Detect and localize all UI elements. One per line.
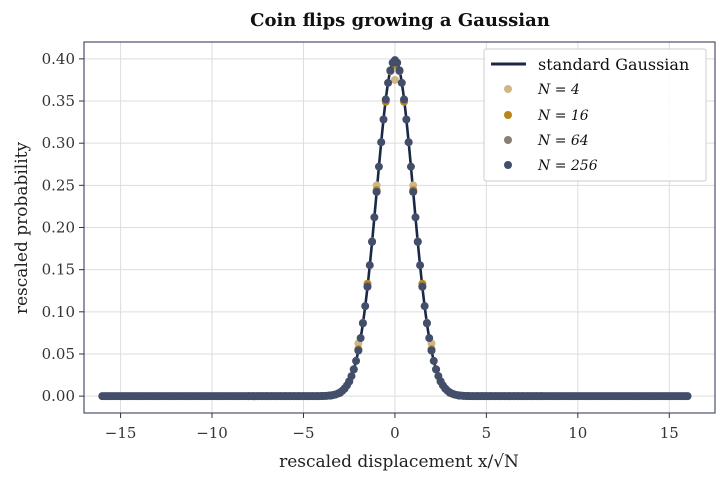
series-n256 [98, 56, 692, 401]
legend-box [483, 48, 707, 182]
y-tick-label: 0.20 [42, 219, 75, 237]
point-n256 [395, 66, 404, 75]
y-tick-label: 0.35 [42, 92, 75, 110]
legend-swatch-n256 [504, 161, 512, 169]
data-points-layer [98, 56, 692, 401]
point-n256 [356, 334, 365, 343]
legend-label-n256: N = 256 [537, 158, 598, 174]
point-n256 [432, 365, 441, 374]
x-tick-label: 5 [482, 424, 492, 442]
legend-label-standard-gaussian: standard Gaussian [538, 55, 689, 74]
point-n256 [384, 78, 393, 87]
point-n256 [365, 261, 374, 270]
legend-label-n64: N = 64 [537, 133, 589, 149]
point-n256 [349, 365, 358, 374]
point-n256 [397, 78, 406, 87]
point-n256 [361, 302, 370, 311]
point-n256 [368, 237, 377, 246]
legend-swatch-n16 [504, 111, 512, 119]
y-tick-label: 0.10 [42, 303, 75, 321]
point-n256 [400, 95, 409, 104]
point-n256 [683, 392, 692, 401]
y-tick-label: 0.30 [42, 134, 75, 152]
point-n256 [379, 115, 388, 124]
legend-label-n4: N = 4 [537, 82, 580, 98]
point-n256 [381, 95, 390, 104]
point-n4 [390, 75, 399, 84]
point-n256 [409, 187, 418, 196]
point-n256 [420, 302, 429, 311]
point-n256 [411, 213, 420, 222]
point-n256 [386, 66, 395, 75]
x-axis-label: rescaled displacement x/√N [279, 452, 519, 472]
point-n256 [418, 282, 427, 291]
point-n256 [393, 58, 402, 67]
y-tick-label: 0.40 [42, 50, 75, 68]
point-n256 [404, 138, 413, 147]
point-n256 [406, 162, 415, 171]
point-n256 [374, 162, 383, 171]
point-n256 [413, 237, 422, 246]
point-n256 [363, 282, 372, 291]
point-n256 [377, 138, 386, 147]
point-n256 [422, 319, 431, 328]
point-n256 [425, 334, 434, 343]
y-tick-label: 0.25 [42, 176, 75, 194]
point-n256 [402, 115, 411, 124]
x-tick-label: 15 [660, 424, 679, 442]
legend-swatch-n4 [504, 85, 512, 93]
chart-title: Coin flips growing a Gaussian [250, 10, 550, 31]
legend-swatch-n64 [504, 136, 512, 144]
x-axis: −15 −10 −5 0 5 10 15 [105, 413, 679, 442]
point-n256 [416, 261, 425, 270]
y-tick-label: 0.05 [42, 345, 75, 363]
point-n256 [358, 319, 367, 328]
y-axis: 0.00 0.05 0.10 0.15 0.20 0.25 0.30 0.35 0.40 [42, 50, 84, 405]
y-tick-label: 0.15 [42, 261, 75, 279]
point-n256 [372, 187, 381, 196]
x-tick-label: 0 [390, 424, 400, 442]
legend: standard Gaussian N = 4 N = 16 N = 64 N … [483, 48, 707, 182]
x-tick-label: 10 [568, 424, 587, 442]
legend-label-n16: N = 16 [537, 108, 589, 124]
x-tick-label: −15 [105, 424, 137, 442]
point-n256 [427, 346, 436, 355]
x-tick-label: −10 [196, 424, 228, 442]
point-n256 [370, 213, 379, 222]
point-n256 [429, 356, 438, 365]
y-tick-label: 0.00 [42, 387, 75, 405]
point-n256 [352, 356, 361, 365]
x-tick-label: −5 [292, 424, 314, 442]
point-n256 [354, 346, 363, 355]
y-axis-label: rescaled probability [12, 141, 32, 314]
point-n256 [347, 372, 356, 381]
